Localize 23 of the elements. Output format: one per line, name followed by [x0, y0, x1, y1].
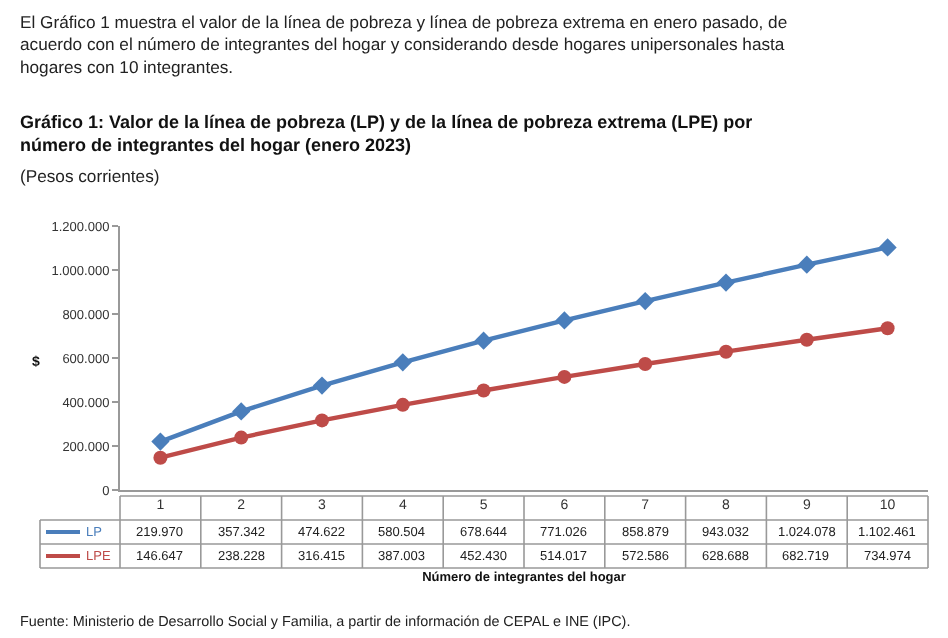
text: El Gráfico 1 muestra el valor de la línea de pobreza y línea de pobreza extrema en enero pasado, de acuerdo con el número de integrantes del hogar y considerando desde hogares unipersonales hasta hogares con 10 integrantes.: [20, 12, 788, 77]
chart-title: Gráfico 1: Valor de la línea de pobreza (LP) y de la línea de pobreza extrema (LPE) por número de integrantes del hogar (enero 2023): [20, 112, 754, 156]
point: [153, 450, 168, 465]
point: [315, 413, 329, 428]
point: [716, 273, 736, 292]
point: [799, 332, 814, 347]
point: [638, 357, 653, 372]
point: [636, 291, 655, 311]
point: [474, 331, 493, 350]
point: [151, 432, 170, 451]
point: [797, 255, 816, 274]
point: [395, 397, 410, 412]
point: [557, 369, 572, 384]
point: [393, 353, 412, 372]
point: [234, 430, 249, 445]
point: [555, 311, 574, 330]
point: [312, 376, 332, 395]
point: [476, 383, 491, 398]
point: [719, 344, 733, 359]
point: [880, 321, 895, 336]
chart-subtitle: (Pesos corrientes): [20, 166, 160, 186]
point: [878, 238, 897, 257]
point: [232, 402, 251, 421]
